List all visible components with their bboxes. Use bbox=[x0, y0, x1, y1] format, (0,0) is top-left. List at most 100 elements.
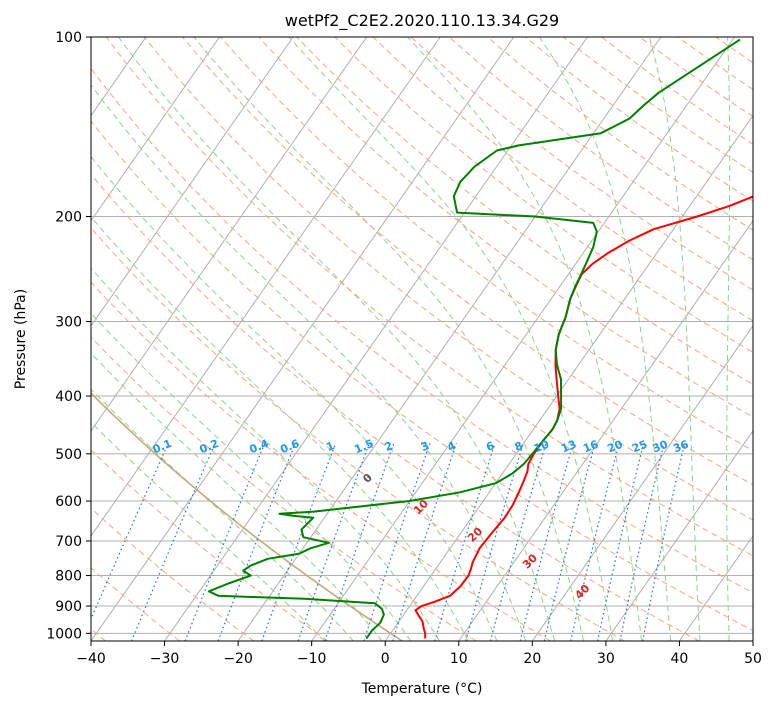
dry-adiabat-line bbox=[91, 67, 753, 594]
mixing-ratio-label: 13 bbox=[559, 438, 578, 456]
y-tick-label: 1000 bbox=[46, 626, 82, 642]
reference-lines bbox=[0, 37, 775, 641]
y-tick-label: 900 bbox=[55, 599, 82, 615]
dry-adiabat-line bbox=[524, 37, 753, 202]
dry-adiabat-line bbox=[91, 281, 551, 641]
isotherm-line bbox=[0, 37, 72, 641]
x-tick-label: 20 bbox=[523, 651, 541, 667]
mixing-ratio-line bbox=[519, 443, 574, 641]
chart-title: wetPf2_C2E2.2020.110.13.34.G29 bbox=[285, 11, 559, 31]
moist-adiabat-line bbox=[288, 37, 614, 641]
isotherm-line bbox=[384, 114, 753, 641]
mixing-ratio-line bbox=[642, 443, 686, 641]
moist-adiabat-line bbox=[91, 84, 527, 641]
dry-adiabat-line bbox=[715, 37, 753, 64]
mixing-ratio-line bbox=[465, 443, 524, 641]
x-axis-label: Temperature (°C) bbox=[361, 681, 483, 697]
moist-adiabat-line bbox=[91, 267, 440, 641]
mixing-ratio-line bbox=[261, 443, 337, 641]
isotherm-line bbox=[752, 640, 753, 641]
isotherm-line bbox=[237, 37, 662, 641]
mixing-ratio-label: 10 bbox=[532, 438, 551, 456]
mixing-ratio-label: 1 bbox=[324, 439, 336, 454]
isotherm-line bbox=[458, 219, 753, 641]
mixing-ratio-line bbox=[543, 443, 596, 641]
dry-adiabat-line bbox=[677, 37, 753, 91]
moist-adiabat-line bbox=[91, 421, 325, 641]
isotherm-line bbox=[91, 37, 441, 537]
mixing-ratio-line bbox=[130, 443, 216, 641]
dry-adiabat-line bbox=[105, 37, 753, 557]
x-tick-label: −30 bbox=[150, 651, 180, 667]
mixing-ratio-label: 30 bbox=[651, 438, 670, 456]
y-axis-label: Pressure (hPa) bbox=[13, 289, 29, 389]
dry-adiabat-line bbox=[220, 37, 753, 452]
moist-adiabat-label: 0 bbox=[360, 471, 375, 486]
x-tick-label: 50 bbox=[744, 651, 762, 667]
dry-adiabat-line bbox=[143, 37, 753, 521]
moist-adiabat-line bbox=[648, 37, 701, 641]
dry-adiabat-line bbox=[91, 120, 753, 632]
profile-curves bbox=[207, 38, 753, 640]
mixing-ratio-line bbox=[217, 443, 296, 641]
dry-adiabat-line bbox=[91, 227, 626, 641]
isotherm-line bbox=[91, 37, 515, 641]
moist-adiabat-line bbox=[117, 37, 556, 641]
mixing-ratio-line bbox=[434, 443, 496, 641]
dry-adiabat-line bbox=[754, 37, 775, 641]
y-tick-label: 800 bbox=[55, 569, 82, 585]
y-tick-label: 600 bbox=[55, 494, 82, 510]
x-tick-label: −20 bbox=[223, 651, 253, 667]
dry-adiabat-line bbox=[334, 37, 753, 353]
dry-adiabat-line bbox=[91, 391, 403, 641]
dry-adiabat-line bbox=[258, 37, 753, 418]
mixing-ratio-line bbox=[489, 443, 547, 641]
dry-adiabat-line bbox=[91, 173, 700, 641]
y-tick-label: 100 bbox=[55, 30, 82, 46]
dry-adiabat-line bbox=[601, 37, 753, 145]
dry-adiabat-label: -20 bbox=[0, 400, 7, 423]
moist-adiabat-line bbox=[91, 216, 469, 641]
y-tick-label: 400 bbox=[55, 389, 82, 405]
x-axis: −40 −30 −20 −10 0 10 20 30 40 50 bbox=[76, 641, 762, 667]
dry-adiabat-line bbox=[182, 37, 753, 486]
mixing-ratio-label: 8 bbox=[513, 439, 525, 454]
y-axis: 100 200 300 400 500 600 700 800 900 1000 bbox=[46, 30, 91, 642]
dry-adiabat-line bbox=[91, 449, 329, 641]
x-tick-label: 10 bbox=[450, 651, 468, 667]
mixing-ratio-label: 25 bbox=[630, 438, 649, 456]
y-tick-label: 300 bbox=[55, 315, 82, 331]
y-tick-label: 700 bbox=[55, 534, 82, 550]
y-tick-label: 500 bbox=[55, 447, 82, 463]
isotherm-line bbox=[91, 37, 220, 222]
isotherm-line bbox=[164, 37, 588, 641]
mixing-ratio-line bbox=[184, 443, 266, 641]
moist-adiabat-line bbox=[91, 312, 412, 641]
isotherm-line bbox=[679, 535, 753, 641]
mixing-ratio-label: 3 bbox=[419, 439, 431, 454]
mixing-ratio-label: 16 bbox=[581, 438, 600, 456]
x-tick-label: 30 bbox=[597, 651, 615, 667]
moist-adiabat-line bbox=[91, 155, 498, 641]
moist-adiabat-line bbox=[193, 37, 585, 641]
x-tick-label: −40 bbox=[76, 651, 106, 667]
mixing-ratio-label: 6 bbox=[484, 439, 496, 454]
isotherm-line bbox=[531, 324, 753, 641]
plot-frame bbox=[90, 36, 754, 642]
mixing-ratio-label: 4 bbox=[446, 439, 458, 454]
mixing-ratio-label: 2 bbox=[383, 439, 395, 454]
moist-adiabat-line bbox=[91, 352, 383, 641]
mixing-ratio-label: 36 bbox=[671, 438, 690, 456]
moist-adiabat-line bbox=[539, 37, 672, 641]
mixing-ratio-line bbox=[392, 443, 457, 641]
moist-adiabat-line bbox=[91, 388, 354, 641]
isotherm-line bbox=[311, 37, 735, 641]
dry-adiabat-label: -10 bbox=[64, 423, 87, 446]
dry-adiabat-line bbox=[91, 507, 255, 641]
dry-adiabat-line bbox=[410, 37, 753, 291]
mixing-ratio-line bbox=[91, 443, 169, 621]
dry-adiabat-line bbox=[91, 336, 477, 641]
mixing-ratio-label: 20 bbox=[606, 438, 625, 456]
x-tick-label: 0 bbox=[381, 651, 390, 667]
dry-adiabat-line bbox=[486, 37, 753, 231]
